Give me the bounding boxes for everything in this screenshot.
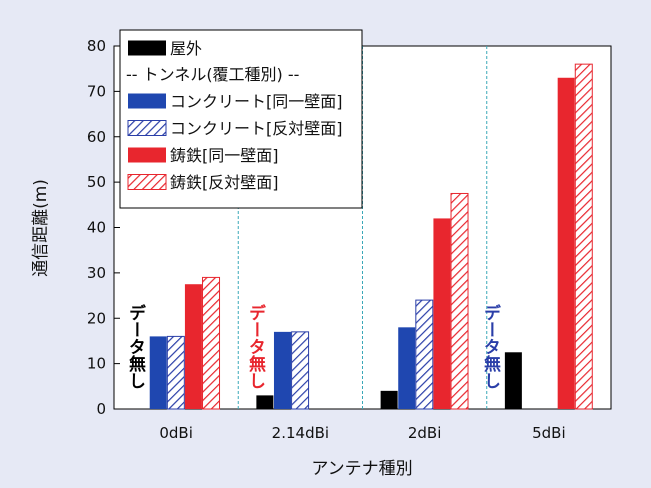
- y-axis-title: 通信距離(m): [31, 179, 51, 277]
- legend-swatch: [128, 93, 166, 109]
- bar: [291, 331, 310, 410]
- bar: [415, 299, 434, 410]
- bars: [149, 63, 593, 410]
- bar: [504, 352, 522, 409]
- y-tick-label: 40: [87, 219, 106, 237]
- bar: [202, 276, 221, 410]
- bar: [574, 63, 593, 410]
- x-tick-label: 2.14dBi: [272, 424, 329, 442]
- y-tick-label: 70: [87, 82, 106, 100]
- y-tick-label: 10: [87, 355, 106, 373]
- legend-group-label: -- トンネル(覆工種別) --: [126, 65, 299, 84]
- y-tick-label: 30: [87, 264, 106, 282]
- y-tick-label: 60: [87, 128, 106, 146]
- bar: [557, 77, 575, 409]
- legend-swatch: [128, 40, 166, 56]
- y-tick-label: 50: [87, 173, 106, 191]
- x-tick-label: 5dBi: [532, 424, 566, 442]
- bar: [433, 218, 451, 409]
- bar: [398, 327, 416, 409]
- y-tick-label: 20: [87, 309, 106, 327]
- legend: 屋外 -- トンネル(覆工種別) -- コンクリート[同一壁面] コンクリート[反対壁…: [119, 29, 363, 209]
- x-axis: 0dBi 2.14dBi 2dBi 5dBi: [159, 424, 565, 442]
- bar: [450, 192, 469, 410]
- legend-label: コンクリート[同一壁面]: [170, 92, 343, 111]
- bar: [149, 336, 167, 409]
- y-tick-label: 80: [87, 37, 106, 55]
- bar: [256, 395, 274, 409]
- x-tick-label: 2dBi: [408, 424, 442, 442]
- legend-label: 鋳鉄[反対壁面]: [170, 173, 279, 192]
- no-data-label: データ無し: [245, 303, 266, 389]
- legend-label: コンクリート[反対壁面]: [170, 119, 343, 138]
- annotations: データ無し データ無し データ無し: [125, 303, 501, 389]
- x-tick-label: 0dBi: [159, 424, 193, 442]
- legend-swatch: [128, 147, 166, 163]
- bar: [380, 390, 398, 409]
- bar: [166, 335, 185, 410]
- y-axis: 0 10 20 30 40 50 60 70 80: [87, 37, 120, 418]
- legend-swatch: [127, 174, 167, 190]
- bar: [273, 331, 291, 409]
- legend-swatch: [127, 120, 167, 136]
- legend-label: 屋外: [170, 39, 202, 58]
- no-data-label: データ無し: [480, 303, 501, 389]
- no-data-label: データ無し: [125, 303, 146, 389]
- bar: [184, 284, 202, 409]
- legend-label: 鋳鉄[同一壁面]: [170, 146, 279, 165]
- x-axis-title: アンテナ種別: [311, 459, 412, 479]
- y-tick-label: 0: [96, 400, 106, 418]
